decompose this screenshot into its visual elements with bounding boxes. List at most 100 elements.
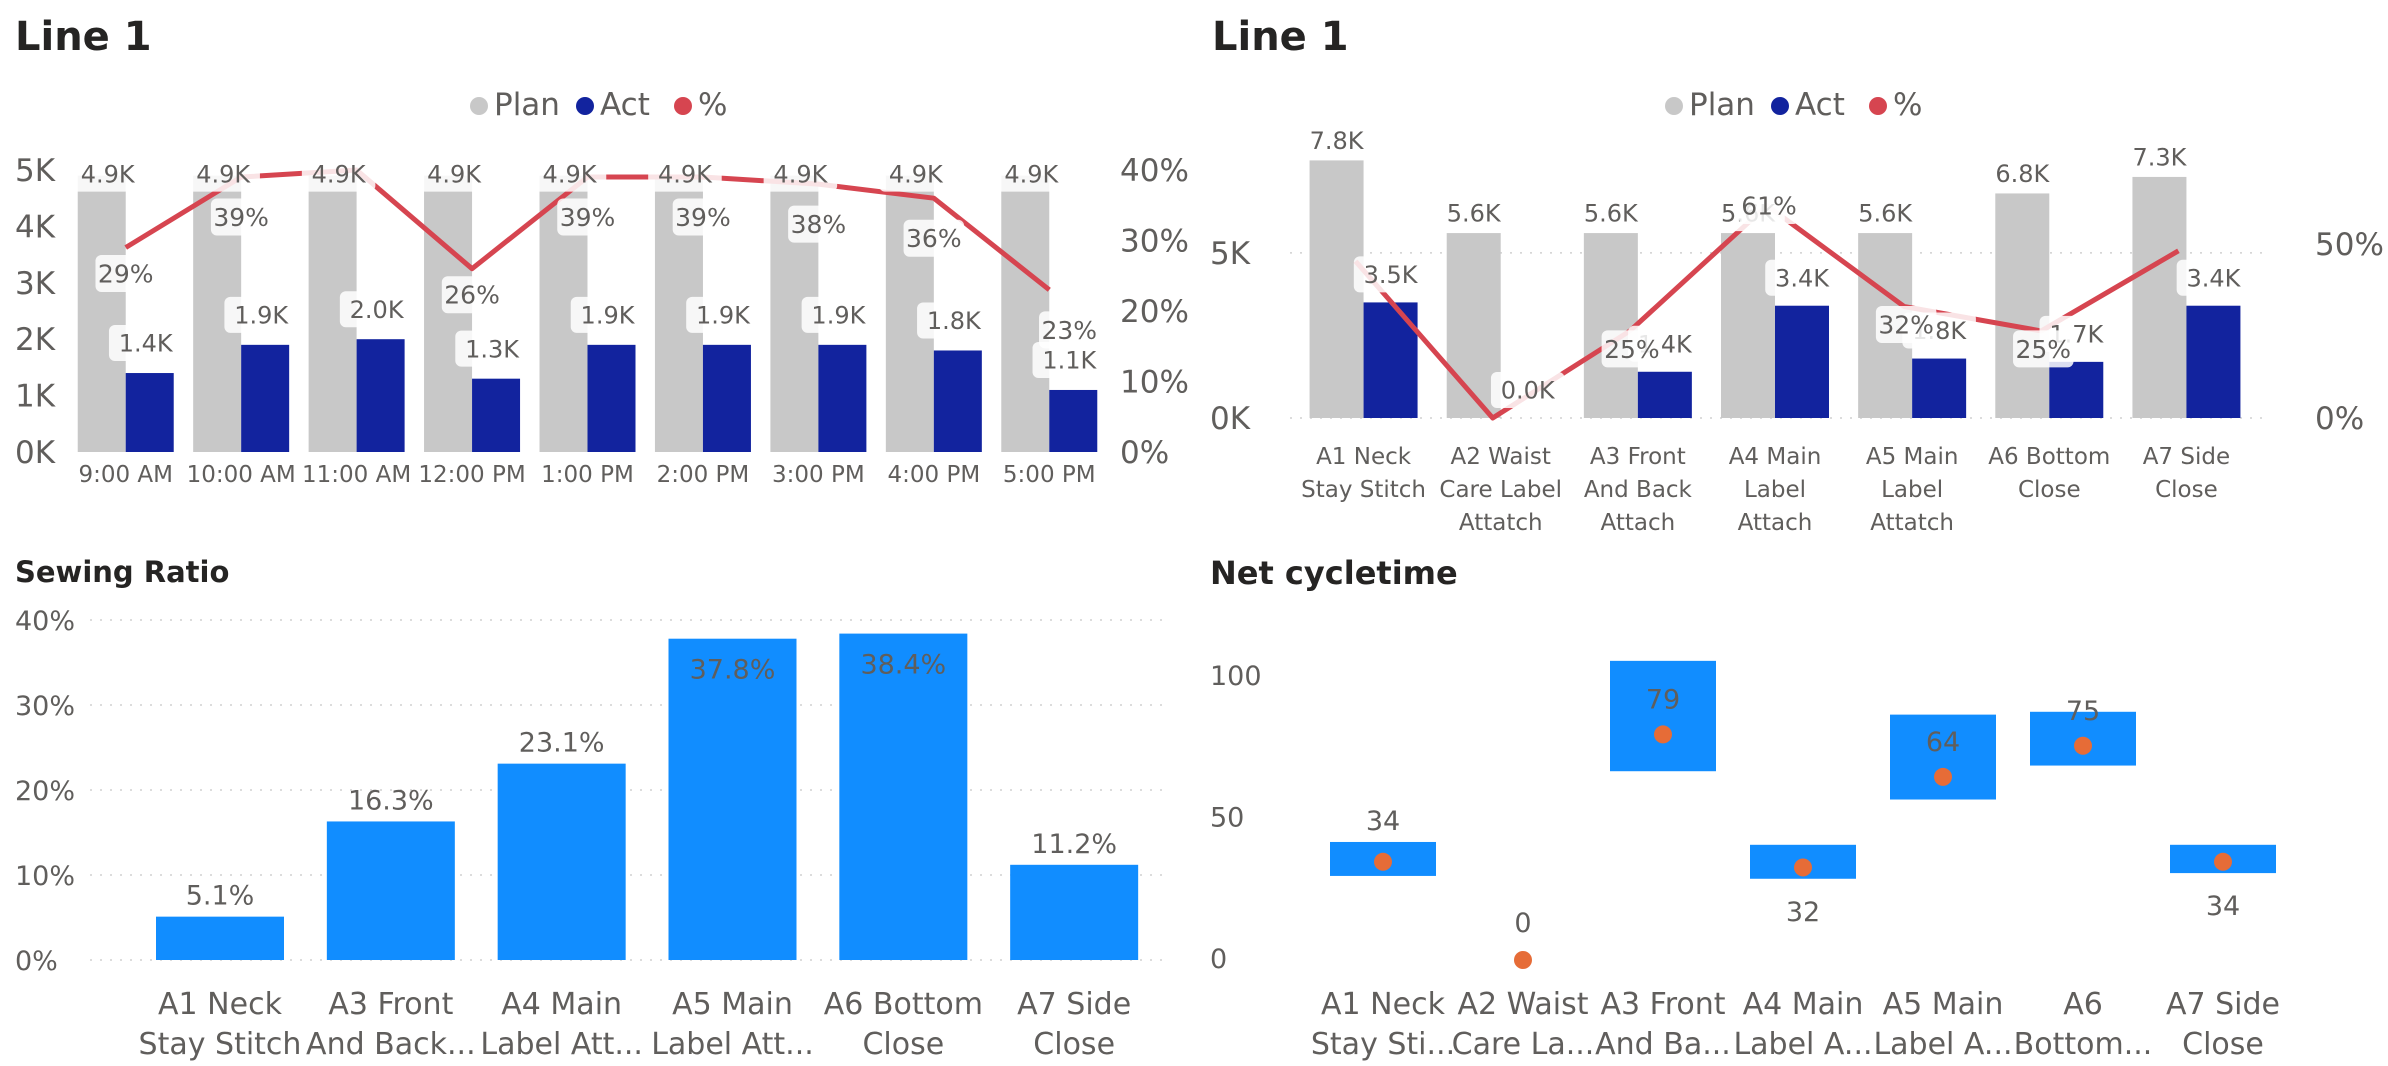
value-dot[interactable] <box>1654 725 1672 744</box>
plan-bar[interactable] <box>1583 233 1638 418</box>
x-tick-label: A7 Side Close <box>1017 987 1131 1062</box>
plan-data-label: 4.9K <box>532 155 607 192</box>
act-data-label: 3.4K <box>2176 259 2251 296</box>
x-tick-label: A4 Main Label Attach <box>1729 444 1822 536</box>
plan-data-label-bg <box>2122 138 2197 175</box>
x-tick-label: A2 Waist Care Label Attatch <box>1439 444 1562 536</box>
act-data-label-bg <box>801 296 876 333</box>
act-bar[interactable] <box>1049 389 1098 452</box>
act-bar[interactable] <box>1775 305 1829 418</box>
act-bar[interactable] <box>818 344 867 452</box>
plan-data-label-text: 4.9K <box>81 160 136 188</box>
y-tick-label: 0K <box>15 435 56 471</box>
act-bar[interactable] <box>241 344 290 452</box>
plan-data-label-text: 4.9K <box>658 160 713 188</box>
act-data-label-text: 1.1K <box>1042 347 1097 375</box>
x-tick-label: 10:00 AM <box>187 462 296 488</box>
act-bar[interactable] <box>356 339 405 452</box>
x-tick-label: 11:00 AM <box>302 462 411 488</box>
act-data-label-text: 2.0K <box>350 296 405 324</box>
x-tick-label: 12:00 PM <box>418 462 525 488</box>
y2-tick-label: 40% <box>1120 153 1189 189</box>
bar[interactable] <box>156 916 284 960</box>
y-tick-label: 30% <box>15 691 75 722</box>
plan-data-label-text: 6.8K <box>1995 160 2050 188</box>
act-bar[interactable] <box>1637 371 1692 418</box>
plan-data-label: 4.9K <box>301 155 376 192</box>
plan-data-label-bg <box>994 155 1069 192</box>
chart-legend: Plan Act% <box>470 87 727 123</box>
data-label: 0 <box>1514 908 1531 939</box>
legend-plan-label: Plan <box>1689 87 1755 123</box>
act-bar[interactable] <box>472 378 521 452</box>
plan-bar[interactable] <box>1995 193 2050 418</box>
chart-hourly: Line 1 Plan Act % 0K 1K 2K 3K 4K 5K 0% 10% 20% 30% 40%… <box>15 14 1189 488</box>
plan-bar[interactable] <box>77 175 126 452</box>
chart-net-cycletime: Net cycletime 0 50 100 34 A1 Neck Stay Sti... 0… <box>1210 554 2280 1062</box>
range-bar[interactable] <box>1610 660 1716 772</box>
bar[interactable] <box>839 633 968 960</box>
bar[interactable] <box>497 763 626 960</box>
plan-data-label-text: 5.6K <box>1584 200 1639 228</box>
pct-data-label-text: 61% <box>1741 192 1797 221</box>
plan-bar[interactable] <box>2132 176 2187 418</box>
x-tick-label: A6 Bottom... <box>2014 987 2153 1062</box>
value-dot[interactable] <box>2074 736 2092 755</box>
plan-bar[interactable] <box>1721 233 1775 418</box>
chart-legend: Plan Act% <box>1665 87 1922 123</box>
pct-data-label: 32% <box>1875 306 1937 344</box>
pct-data-label: 38% <box>788 205 849 243</box>
plan-data-label-text: 4.9K <box>1004 160 1059 188</box>
act-data-label-bg <box>224 296 298 333</box>
act-bar[interactable] <box>2186 305 2241 418</box>
act-data-label: 1.9K <box>686 296 760 333</box>
act-bar[interactable] <box>1912 358 1967 418</box>
value-dot[interactable] <box>1934 767 1952 786</box>
plan-data-label-bg <box>532 155 607 192</box>
x-tick-label: A4 Main Label A... <box>1733 987 1872 1062</box>
value-dot[interactable] <box>2214 852 2232 871</box>
value-dot[interactable] <box>1514 951 1532 969</box>
y-tick-label: 0% <box>15 946 58 977</box>
act-data-label: 1.1K <box>1032 341 1107 378</box>
value-dot[interactable] <box>1794 858 1812 877</box>
chart-operations: Line 1 Plan Act % 0K 5K 0% 50% A1 Neck Stay Stitc… <box>1210 14 2384 536</box>
act-data-label-bg <box>1353 256 1428 293</box>
act-bar[interactable] <box>933 350 982 452</box>
act-bar[interactable] <box>2049 361 2104 418</box>
plan-data-label-bg <box>1985 155 2060 192</box>
act-data-label-bg <box>1765 259 1839 296</box>
plan-data-label-bg <box>879 155 953 192</box>
x-tick-label: 9:00 AM <box>78 462 173 488</box>
plan-data-label-bg <box>648 155 722 192</box>
data-label: 75 <box>2066 696 2100 727</box>
chart-title: Net cycletime <box>1210 554 1458 592</box>
act-data-label-text: 1.9K <box>581 301 636 329</box>
act-data-label: 1.4K <box>108 325 183 362</box>
bar[interactable] <box>668 638 797 960</box>
act-bar[interactable] <box>125 373 174 452</box>
chart-title: Line 1 <box>15 14 152 60</box>
pct-data-label-text: 29% <box>98 260 154 289</box>
legend-plan-marker <box>1665 97 1683 115</box>
act-bar[interactable] <box>587 344 636 452</box>
pct-data-label-text: 25% <box>2015 335 2071 364</box>
plan-data-label-text: 5.6K <box>1447 200 1502 228</box>
y-tick-label: 3K <box>15 266 56 302</box>
bar[interactable] <box>326 821 455 960</box>
plan-data-label: 4.9K <box>763 155 838 192</box>
bar[interactable] <box>1010 864 1139 960</box>
pct-data-label-bg <box>1875 306 1937 344</box>
plan-data-label-text: 4.9K <box>773 160 828 188</box>
y-tick-label: 5K <box>1210 236 1251 272</box>
plan-data-label-bg <box>301 155 376 192</box>
plan-data-label-bg <box>186 155 260 192</box>
act-bar[interactable] <box>702 344 751 452</box>
data-label: 64 <box>1926 727 1960 758</box>
value-dot[interactable] <box>1374 852 1392 871</box>
x-tick-label: A6 Bottom Close <box>824 987 983 1062</box>
act-data-label: 1.9K <box>801 296 876 333</box>
y2-tick-label: 50% <box>2315 227 2384 263</box>
plan-bar[interactable] <box>424 175 473 452</box>
pct-data-label-text: 26% <box>444 281 500 310</box>
